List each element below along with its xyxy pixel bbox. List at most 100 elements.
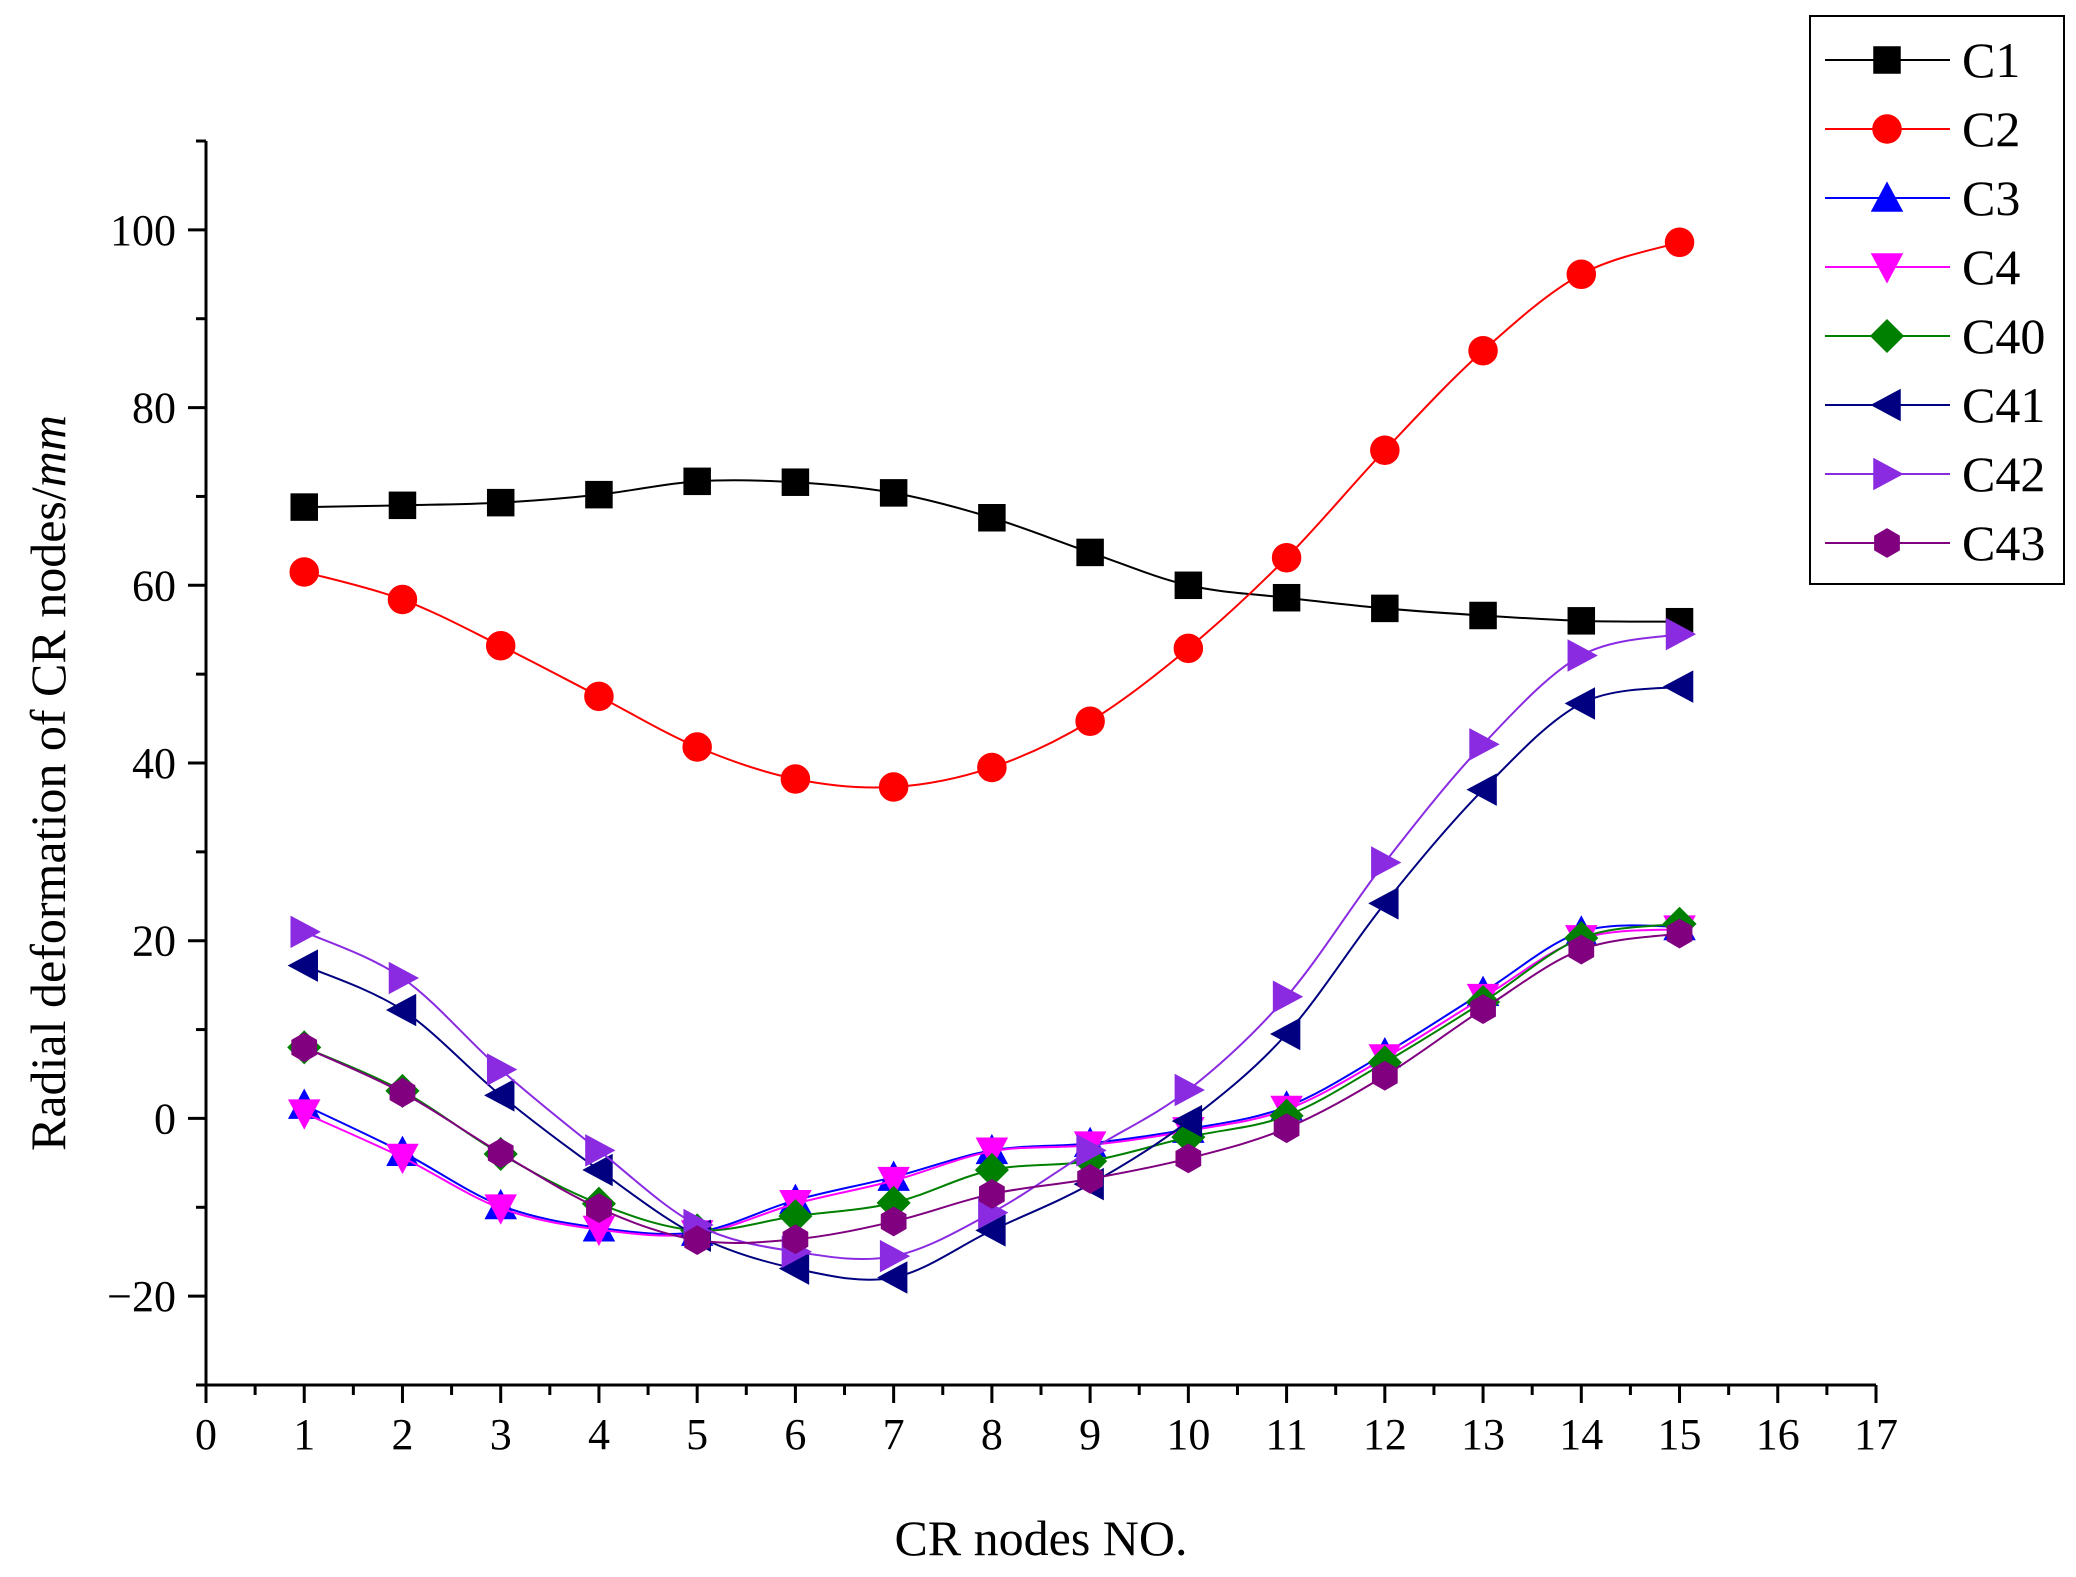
legend-label-c43: C43	[1962, 515, 2045, 571]
data-point-c2	[780, 764, 811, 794]
data-point-c43	[1273, 1113, 1300, 1144]
data-point-c42	[585, 1134, 616, 1167]
data-point-c1	[683, 467, 711, 496]
data-point-c1	[1567, 607, 1596, 635]
data-point-c1	[1076, 538, 1104, 567]
data-point-c43	[586, 1193, 612, 1224]
data-point-c42	[1371, 846, 1402, 879]
legend-label-c1: C1	[1962, 32, 2020, 88]
y-tick-label: 80	[132, 384, 176, 433]
legend-marker-c42	[1873, 457, 1904, 491]
legend-marker-c40	[1869, 318, 1905, 354]
data-point-c2	[682, 732, 712, 762]
data-point-c1	[879, 479, 908, 507]
x-tick-label: 13	[1461, 1410, 1505, 1459]
data-point-c43	[880, 1206, 907, 1237]
legend-entry-c1: C1	[1825, 32, 2020, 88]
y-tick-label: 100	[110, 206, 176, 255]
data-point-c4	[975, 1137, 1009, 1168]
x-tick-label: 12	[1363, 1410, 1407, 1459]
x-tick-label: 11	[1265, 1410, 1307, 1459]
y-tick-label: 20	[132, 917, 176, 966]
legend-marker-c4	[1870, 253, 1904, 284]
legend-marker-c1	[1873, 46, 1901, 74]
data-point-c43	[1470, 994, 1496, 1025]
data-point-c42	[1272, 980, 1304, 1013]
data-point-c43	[389, 1077, 416, 1108]
data-point-c42	[290, 915, 321, 949]
legend-marker-c41	[1870, 388, 1901, 422]
data-point-c42	[1567, 639, 1598, 672]
data-point-c1	[1174, 571, 1203, 600]
data-point-c2	[1271, 542, 1302, 573]
data-point-c42	[1469, 728, 1500, 761]
x-tick-label: 17	[1854, 1410, 1898, 1459]
x-tick-label: 2	[391, 1410, 413, 1459]
legend-label-c40: C40	[1962, 308, 2045, 364]
data-point-c41	[582, 1153, 613, 1187]
data-point-c42	[388, 961, 420, 995]
y-tick-label: 40	[132, 739, 176, 788]
data-point-c43	[291, 1032, 318, 1063]
data-point-c41	[1270, 1017, 1301, 1051]
legend-label-c3: C3	[1962, 170, 2020, 226]
x-ticks: 0 1 2 3 4 5 6 7 8 9 10 11 12 13 14 15 16 17	[195, 1385, 1898, 1459]
data-point-c2	[1664, 227, 1695, 258]
x-tick-label: 9	[1079, 1410, 1101, 1459]
data-point-c42	[486, 1053, 518, 1086]
data-point-c2	[1075, 706, 1105, 736]
data-point-c2	[289, 557, 319, 587]
legend-label-c4: C4	[1962, 239, 2020, 295]
data-point-c43	[1077, 1163, 1103, 1194]
data-point-c43	[1568, 934, 1595, 965]
y-tick-label: 60	[132, 561, 176, 610]
x-tick-label: 16	[1756, 1410, 1800, 1459]
data-point-c4	[484, 1194, 517, 1225]
x-tick-label: 7	[883, 1410, 905, 1459]
y-axis-title-unit: mm	[20, 415, 76, 487]
series-layer	[287, 227, 1697, 1294]
y-axis-title-main: Radial deformation of CR nodes/	[20, 487, 76, 1151]
data-point-c41	[1368, 887, 1399, 920]
series-c43	[291, 918, 1693, 1256]
series-c42	[290, 617, 1697, 1273]
legend-marker-c43	[1874, 528, 1900, 558]
data-point-c42	[879, 1239, 911, 1273]
legend-entry-c42: C42	[1825, 446, 2045, 502]
data-point-c1	[290, 493, 318, 521]
data-point-c2	[1468, 335, 1498, 366]
data-point-c41	[1662, 670, 1694, 703]
data-point-c1	[781, 468, 810, 496]
legend-entry-c40: C40	[1825, 308, 2045, 364]
legend-label-c2: C2	[1962, 101, 2020, 157]
series-line-c2	[303, 241, 1680, 789]
data-point-c4	[877, 1166, 910, 1198]
data-point-c42	[1076, 1134, 1107, 1167]
data-point-c1	[1371, 594, 1399, 623]
y-ticks: −20 0 20 40 60 80 100	[107, 139, 206, 1387]
x-tick-label: 14	[1559, 1410, 1603, 1459]
x-tick-label: 3	[490, 1410, 512, 1459]
legend-entry-c2: C2	[1825, 101, 2020, 157]
x-tick-label: 5	[686, 1410, 708, 1459]
data-point-c43	[979, 1179, 1005, 1209]
data-point-c41	[1564, 687, 1596, 720]
data-point-c41	[287, 949, 318, 982]
data-point-c1	[486, 488, 515, 517]
data-point-c43	[782, 1224, 809, 1255]
data-point-c4	[386, 1143, 419, 1175]
data-point-c43	[1666, 918, 1693, 949]
data-point-c41	[385, 993, 417, 1027]
legend-entry-c41: C41	[1825, 377, 2045, 433]
data-point-c1	[978, 504, 1006, 532]
data-point-c2	[584, 681, 614, 712]
data-point-c2	[485, 630, 516, 661]
legend-label-c41: C41	[1962, 377, 2045, 433]
x-tick-label: 1	[293, 1410, 315, 1459]
y-tick-label: −20	[107, 1272, 176, 1321]
data-point-c1	[1469, 601, 1497, 630]
x-tick-label: 8	[981, 1410, 1003, 1459]
series-line-c42	[303, 633, 1680, 1261]
data-point-c1	[388, 491, 417, 520]
